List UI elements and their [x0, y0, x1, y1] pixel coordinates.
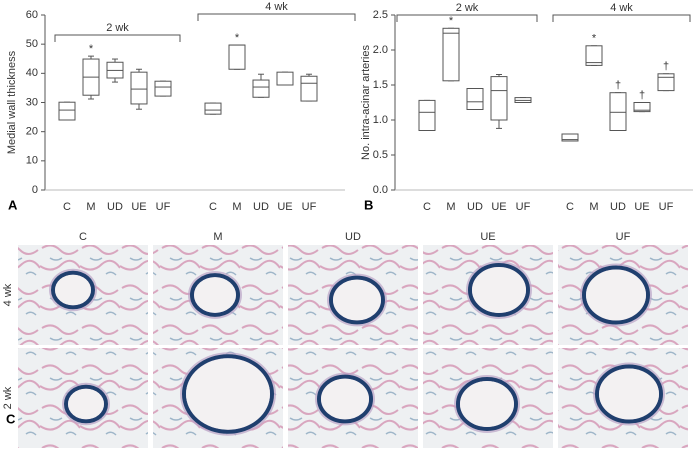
x-tick-label: UE — [634, 201, 649, 213]
vessel-lumen — [333, 279, 381, 321]
x-tick-label: UD — [107, 201, 123, 213]
group-bracket — [552, 14, 691, 22]
column-label: UE — [480, 231, 495, 243]
significance-marker: * — [89, 43, 94, 55]
y-tick-label: 0 — [32, 184, 38, 196]
x-tick-label: UD — [253, 201, 269, 213]
y-tick-label: 2.5 — [373, 9, 388, 21]
x-tick-label: C — [63, 201, 71, 213]
box — [130, 71, 148, 105]
significance-marker: † — [615, 80, 621, 92]
x-tick-label: M — [589, 201, 598, 213]
box — [228, 44, 246, 70]
vessel-elastin — [582, 265, 650, 325]
box — [252, 79, 270, 98]
box — [585, 45, 603, 66]
box — [154, 80, 172, 97]
significance-marker: † — [663, 61, 669, 73]
y-tick-label: 10 — [26, 155, 38, 167]
significance-marker: * — [449, 15, 454, 27]
x-tick-label: UE — [131, 201, 146, 213]
x-tick-label: M — [232, 201, 241, 213]
box — [633, 102, 651, 113]
box — [442, 27, 460, 82]
y-tick-label: 60 — [26, 9, 38, 21]
column-label: UF — [616, 231, 631, 243]
box — [58, 101, 76, 121]
row-label: 2 wk — [2, 386, 14, 409]
y-axis-label: No. intra-acinar arteries — [360, 45, 372, 160]
y-tick-label: 40 — [26, 67, 38, 79]
group-bracket — [197, 13, 356, 21]
group-bracket — [396, 14, 538, 22]
box — [418, 99, 436, 132]
group-label: 4 wk — [610, 2, 633, 14]
significance-marker: † — [639, 89, 645, 101]
y-tick-label: 2.0 — [373, 44, 388, 56]
panel-label: A — [8, 197, 18, 212]
group-label: 2 wk — [456, 2, 479, 14]
column-label: M — [213, 231, 222, 243]
vessel-lumen — [194, 277, 236, 313]
y-tick-label: 0.0 — [373, 184, 388, 196]
y-tick-label: 1.0 — [373, 114, 388, 126]
y-tick-label: 1.5 — [373, 79, 388, 91]
box — [561, 133, 579, 142]
y-tick-label: 30 — [26, 96, 38, 108]
box — [490, 76, 508, 121]
x-tick-label: C — [209, 201, 217, 213]
box — [300, 75, 318, 102]
vessel-lumen — [460, 381, 514, 427]
box — [466, 88, 484, 110]
box — [204, 102, 222, 115]
x-tick-label: C — [423, 201, 431, 213]
group-label: 4 wk — [265, 1, 288, 13]
vessel-lumen — [321, 378, 369, 420]
vessel-elastin — [595, 364, 663, 424]
x-tick-label: C — [566, 201, 574, 213]
x-tick-label: M — [86, 201, 95, 213]
significance-marker: * — [592, 33, 597, 45]
group-label: 2 wk — [106, 22, 129, 34]
x-tick-label: UF — [156, 201, 171, 213]
y-tick-label: 50 — [26, 38, 38, 50]
group-bracket — [54, 34, 181, 42]
y-tick-label: 0.5 — [373, 149, 388, 161]
row-label: 4 wk — [2, 283, 14, 306]
column-label: C — [79, 231, 87, 243]
vessel-elastin — [317, 374, 373, 424]
x-tick-label: UF — [516, 201, 531, 213]
vessel-elastin — [329, 275, 385, 325]
box — [609, 92, 627, 131]
x-tick-label: UE — [277, 201, 292, 213]
x-tick-label: UD — [610, 201, 626, 213]
vessel-elastin — [468, 263, 530, 317]
significance-marker: * — [235, 32, 240, 44]
y-axis-label: Medial wall thickness — [6, 50, 18, 154]
panel-label: B — [364, 197, 373, 212]
vessel-elastin — [190, 273, 240, 317]
vessel-lumen — [472, 267, 526, 313]
box — [657, 73, 675, 92]
vessel-lumen — [68, 388, 104, 420]
x-tick-label: UF — [302, 201, 317, 213]
column-label: UD — [345, 231, 361, 243]
box — [276, 71, 294, 86]
vessel-lumen — [599, 368, 659, 420]
x-tick-label: M — [446, 201, 455, 213]
x-tick-label: UE — [491, 201, 506, 213]
vessel-elastin — [182, 354, 274, 434]
panel-label: C — [6, 411, 16, 426]
vessel-elastin — [456, 377, 518, 431]
y-tick-label: 20 — [26, 126, 38, 138]
x-tick-label: UF — [659, 201, 674, 213]
vessel-elastin — [51, 270, 95, 310]
vessel-lumen — [186, 358, 270, 430]
vessel-lumen — [55, 274, 91, 306]
vessel-lumen — [586, 269, 646, 321]
x-tick-label: UD — [467, 201, 483, 213]
vessel-elastin — [64, 384, 108, 424]
